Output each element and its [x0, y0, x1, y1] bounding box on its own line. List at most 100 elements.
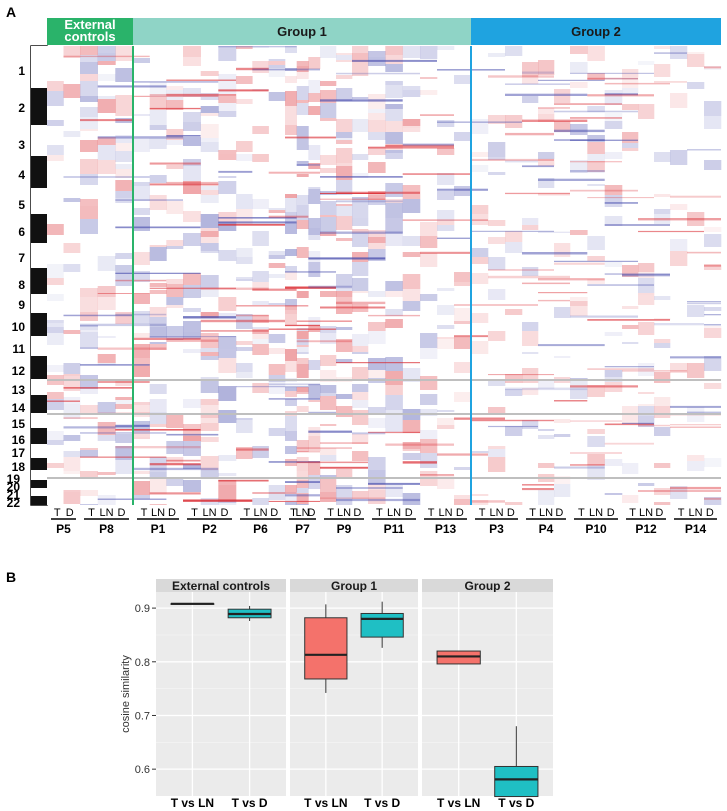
heatmap-cell	[336, 204, 353, 206]
heatmap-streak	[604, 78, 638, 80]
heatmap-cell	[622, 104, 639, 110]
heatmap-cell	[352, 291, 369, 293]
heatmap-cell	[218, 154, 237, 160]
heatmap-cell	[336, 297, 353, 309]
heatmap-cell	[80, 206, 98, 219]
heatmap-cell	[296, 72, 309, 79]
heatmap-cell	[285, 266, 297, 272]
heatmap-cell	[336, 309, 353, 314]
heatmap-streak	[570, 117, 622, 119]
heatmap-cell	[80, 332, 98, 347]
heatmap-cell	[268, 348, 286, 354]
heatmap-cell	[420, 376, 438, 390]
heatmap-cell	[115, 151, 134, 162]
heatmap-streak	[554, 139, 605, 141]
heatmap-streak	[554, 262, 605, 265]
heatmap-cell	[488, 446, 506, 449]
heatmap-cell	[296, 100, 309, 103]
heatmap-cell	[115, 143, 134, 151]
heatmap-cell	[454, 282, 472, 286]
heatmap-streak	[320, 99, 403, 102]
heatmap-cell	[538, 380, 555, 389]
heatmap-cell	[97, 160, 116, 174]
heatmap-cell	[218, 336, 237, 349]
heatmap-cell	[654, 343, 671, 348]
heatmap-cell	[183, 211, 201, 222]
heatmap-cell	[285, 349, 297, 361]
chromosome-band-14	[31, 395, 47, 413]
heatmap-cell	[402, 199, 421, 213]
heatmap-streak	[320, 466, 368, 469]
heatmap-cell	[200, 333, 219, 348]
heatmap-cell	[218, 181, 237, 194]
heatmap-streak	[149, 107, 201, 110]
chromosome-label-18: 18	[12, 460, 26, 474]
heatmap-cell	[622, 132, 639, 143]
heatmap-cell	[166, 284, 184, 297]
heatmap-cell	[352, 434, 369, 444]
heatmap-streak	[420, 114, 454, 116]
heatmap-cell	[352, 97, 369, 99]
heatmap-streak	[638, 424, 670, 427]
heatmap-streak	[285, 136, 336, 139]
heatmap-cell	[200, 352, 219, 356]
heatmap-cell	[166, 305, 184, 308]
heatmap-cell	[554, 484, 571, 497]
heatmap-cell	[587, 161, 605, 172]
chromosome-band-22	[31, 496, 47, 505]
heatmap-streak	[236, 67, 269, 71]
chromosome-label-1: 1	[18, 64, 25, 78]
heatmap-cell	[115, 397, 134, 400]
heatmap-cell	[687, 305, 705, 317]
heatmap-cell	[133, 114, 150, 116]
heatmap-streak	[522, 119, 588, 122]
heatmap-cell	[200, 190, 219, 195]
heatmap-cell	[133, 402, 150, 405]
heatmap-cell	[218, 103, 237, 111]
chromosome-band-17	[31, 444, 47, 458]
heatmap-cell	[336, 163, 353, 166]
heatmap-cell	[352, 53, 369, 62]
heatmap-streak	[320, 497, 386, 499]
heatmap-cell	[488, 407, 506, 415]
heatmap-cell	[336, 119, 353, 132]
chromosome-band-9	[31, 294, 47, 313]
heatmap-cell	[200, 124, 219, 138]
heatmap-cell	[538, 114, 555, 122]
heatmap-streak	[63, 314, 133, 317]
heatmap-cell	[80, 330, 98, 332]
heatmap-streak	[420, 474, 454, 476]
heatmap-cell	[133, 333, 150, 338]
heatmap-streak	[308, 257, 386, 260]
heatmap-cell	[200, 423, 219, 431]
heatmap-cell	[622, 143, 639, 148]
heatmap-streak	[80, 364, 150, 366]
heatmap-streak	[268, 171, 320, 174]
heatmap-cell	[63, 374, 81, 376]
heatmap-streak	[522, 165, 554, 168]
chromosome-band-3	[31, 125, 47, 156]
heatmap-cell	[80, 46, 98, 55]
heatmap-streak	[538, 107, 570, 109]
heatmap-cell	[115, 180, 134, 191]
sample-label: D	[66, 507, 74, 519]
heatmap-cell	[166, 279, 184, 284]
heatmap-cell	[218, 349, 237, 358]
heatmap-cell	[488, 257, 506, 270]
patient-label-P1: P1	[151, 522, 166, 536]
heatmap-cell	[80, 81, 98, 96]
heatmap-streak	[522, 488, 554, 491]
heatmap-cell	[654, 488, 671, 495]
sample-label: LN	[253, 507, 267, 519]
heatmap-cell	[570, 124, 588, 135]
heatmap-cell	[352, 262, 369, 276]
heatmap-cell	[604, 185, 623, 195]
heatmap-cell	[183, 321, 201, 332]
heatmap-streak	[236, 386, 309, 388]
heatmap-cell	[97, 363, 116, 365]
heatmap-cell	[97, 354, 116, 363]
patient-label-P7: P7	[295, 522, 310, 536]
heatmap-cell	[133, 311, 150, 324]
sample-label: T	[578, 507, 585, 519]
heatmap-cell	[133, 481, 150, 495]
